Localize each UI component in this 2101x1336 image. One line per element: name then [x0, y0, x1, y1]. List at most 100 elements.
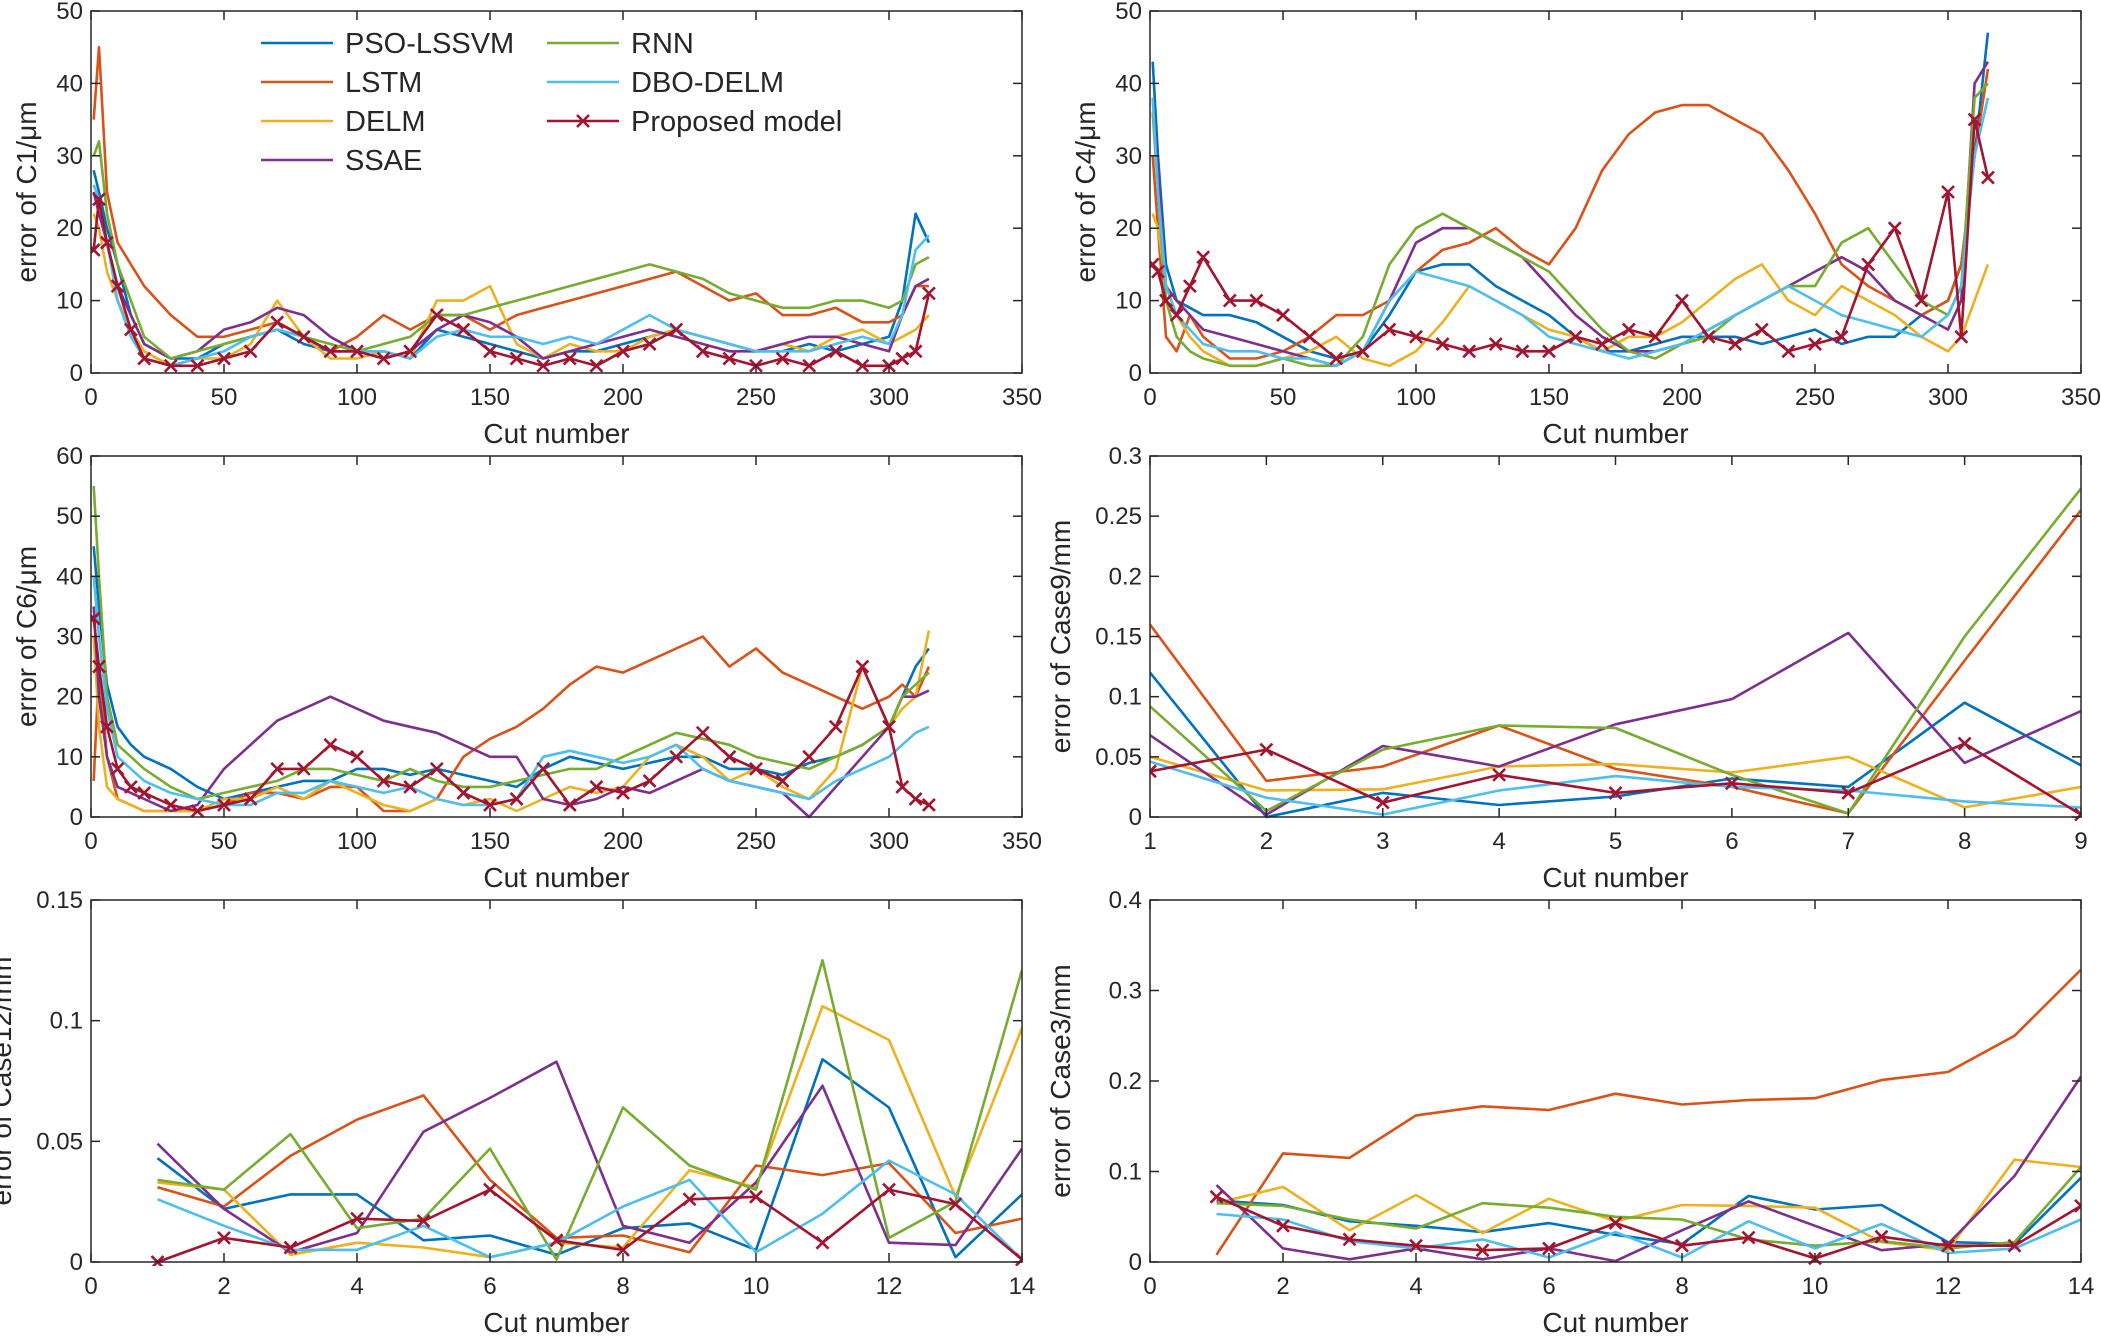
x-tick-label: 0	[84, 828, 97, 855]
x-tick-label: 0	[84, 1273, 97, 1300]
data-point-marker	[589, 779, 604, 794]
series-line-rnn	[1151, 82, 1989, 368]
data-point-marker	[350, 344, 364, 359]
axes-box	[90, 10, 1023, 374]
y-tick-label: 0.15	[36, 887, 83, 914]
data-point-marker	[190, 804, 205, 818]
y-tick-label: 0.2	[1109, 563, 1142, 590]
y-tick-label: 30	[1115, 143, 1142, 170]
data-point-marker	[775, 351, 790, 366]
x-tick-label: 350	[1002, 828, 1042, 855]
x-tick-label: 7	[1842, 828, 1855, 855]
series-line-delm	[157, 1004, 1022, 1259]
data-point-marker	[882, 1182, 896, 1197]
x-tick-label: 4	[1409, 1273, 1422, 1300]
data-point-marker	[1941, 185, 1955, 199]
y-tick-label: 50	[56, 0, 83, 25]
x-tick-label: 200	[1662, 384, 1702, 411]
y-tick-label: 0	[1129, 804, 1142, 831]
data-point-marker	[270, 761, 285, 776]
data-point-marker	[1728, 337, 1743, 351]
data-point-marker	[895, 351, 910, 366]
x-tick-label: 5	[1609, 828, 1622, 855]
x-tick-label: 50	[1270, 384, 1297, 411]
series-line-delm	[92, 630, 931, 813]
series-line-proposed-model	[1151, 118, 1990, 360]
data-point-marker	[1967, 112, 1982, 127]
data-point-marker	[123, 322, 138, 337]
x-tick-label: 4	[1492, 828, 1505, 855]
legend-entry: SSAE	[261, 145, 422, 177]
series-line-lstm	[1150, 509, 2081, 815]
series-line-dbo-delm	[1150, 760, 2081, 816]
x-tick-label: 250	[736, 828, 776, 855]
legend-entry: PSO-LSSVM	[261, 28, 514, 60]
data-point-marker	[828, 344, 843, 359]
y-axis-label: error of C1/μm	[11, 101, 42, 282]
series-line-dbo-delm	[92, 576, 930, 807]
data-point-marker	[376, 351, 391, 366]
data-point-marker	[283, 1240, 298, 1255]
x-tick-label: 0	[1143, 1273, 1156, 1300]
data-point-marker	[536, 358, 551, 373]
data-point-marker	[1015, 1252, 1022, 1266]
data-point-marker	[1182, 279, 1197, 294]
y-tick-label: 20	[56, 215, 83, 242]
series-line-proposed-model	[1215, 1195, 2081, 1260]
x-tick-label: 0	[84, 384, 97, 411]
data-point-marker	[1874, 1229, 1889, 1244]
legend-label: DBO-DELM	[631, 67, 784, 99]
x-tick-label: 200	[603, 828, 643, 855]
y-tick-label: 0.15	[1095, 624, 1142, 651]
data-point-marker	[1150, 764, 1157, 779]
data-point-marker	[616, 1243, 630, 1257]
data-point-marker	[589, 358, 604, 373]
data-point-marker	[1887, 221, 1902, 236]
legend-label: LSTM	[345, 67, 422, 99]
data-point-marker	[217, 1230, 231, 1245]
x-tick-label: 150	[470, 384, 510, 411]
series-line-ssae	[1150, 631, 2081, 816]
data-point-marker	[1675, 293, 1689, 308]
y-tick-label: 0	[70, 360, 83, 387]
data-point-marker	[802, 358, 817, 373]
y-tick-label: 0.25	[1095, 503, 1142, 530]
y-tick-label: 0.05	[1095, 744, 1142, 771]
x-tick-label: 8	[1958, 828, 1971, 855]
y-tick-label: 0	[1129, 360, 1142, 387]
y-tick-label: 0.3	[1109, 978, 1142, 1005]
data-point-marker	[1329, 351, 1344, 366]
legend-marker	[576, 114, 590, 128]
x-tick-label: 9	[2074, 828, 2087, 855]
data-point-marker	[948, 1197, 963, 1211]
data-point-marker	[137, 786, 152, 800]
data-point-marker	[1209, 1189, 1224, 1204]
y-tick-label: 0.2	[1109, 1068, 1142, 1095]
series-line-dbo-delm	[1216, 1212, 2081, 1259]
y-tick-label: 50	[56, 503, 83, 530]
data-point-marker	[815, 1235, 830, 1250]
x-tick-label: 150	[470, 828, 510, 855]
data-point-marker	[642, 337, 657, 351]
y-tick-label: 40	[1115, 70, 1142, 97]
data-point-marker	[722, 351, 737, 366]
y-tick-label: 0.4	[1109, 887, 1142, 914]
data-point-marker	[190, 358, 205, 373]
data-point-marker	[92, 192, 106, 207]
data-point-marker	[163, 798, 178, 812]
x-tick-label: 300	[1928, 384, 1968, 411]
data-point-marker	[1435, 337, 1450, 351]
legend-label: DELM	[345, 106, 426, 138]
x-tick-label: 300	[869, 828, 909, 855]
data-point-marker	[1781, 344, 1796, 359]
data-point-marker	[616, 786, 630, 800]
series-line-rnn	[92, 140, 930, 360]
y-tick-label: 0	[1129, 1249, 1142, 1276]
data-point-marker	[1382, 322, 1397, 337]
subplot-6: 0 2 4 6 8 10 12 14 0 0.1 0.2 0.3 0.4 Cut number error …	[1045, 887, 2094, 1336]
series-line-ssae	[92, 191, 930, 360]
x-tick-label: 50	[211, 384, 238, 411]
y-tick-label: 30	[56, 143, 83, 170]
series-line-rnn	[1150, 487, 2081, 815]
